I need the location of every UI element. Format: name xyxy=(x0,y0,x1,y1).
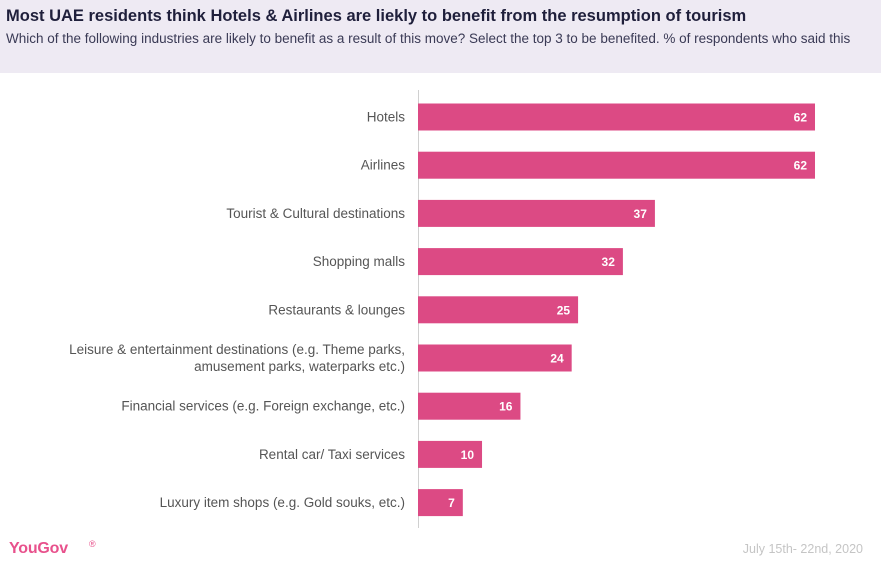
category-label: Hotels xyxy=(367,110,406,125)
bar xyxy=(418,199,655,227)
category-label: Financial services (e.g. Foreign exchang… xyxy=(121,399,405,414)
date-range: July 15th- 22nd, 2020 xyxy=(742,542,863,556)
chart-title: Most UAE residents think Hotels & Airlin… xyxy=(6,7,747,25)
data-label: 62 xyxy=(794,111,808,125)
bar xyxy=(418,392,521,420)
category-label: Tourist & Cultural destinations xyxy=(226,206,405,221)
data-label: 25 xyxy=(557,303,571,317)
category-label-line: Shopping malls xyxy=(313,254,406,269)
data-label: 62 xyxy=(794,159,808,173)
category-label-line: Hotels xyxy=(367,110,406,125)
data-label: 7 xyxy=(448,496,455,510)
category-label-line: Luxury item shops (e.g. Gold souks, etc.… xyxy=(160,495,405,510)
category-label-line: Rental car/ Taxi services xyxy=(259,447,405,462)
bar-chart: 62 Hotels 62 Airlines 37 Tourist & Cultural d… xyxy=(69,90,815,528)
bar xyxy=(418,103,815,131)
category-label: Airlines xyxy=(361,158,406,173)
category-label-line: Financial services (e.g. Foreign exchang… xyxy=(121,399,405,414)
category-label-line: Tourist & Cultural destinations xyxy=(226,206,405,221)
category-label-line: Airlines xyxy=(361,158,406,173)
bars-group: 62 Hotels 62 Airlines 37 Tourist & Cultural d… xyxy=(69,103,815,517)
category-label: Leisure & entertainment destinations (e.… xyxy=(69,342,405,374)
bar xyxy=(418,248,623,276)
data-label: 37 xyxy=(634,207,648,221)
category-label-line: Restaurants & lounges xyxy=(268,302,405,317)
category-label: Luxury item shops (e.g. Gold souks, etc.… xyxy=(160,495,405,510)
registered-mark: ® xyxy=(89,539,96,549)
chart-subtitle: Which of the following industries are li… xyxy=(6,31,851,46)
data-label: 10 xyxy=(461,448,475,462)
category-label: Restaurants & lounges xyxy=(268,302,405,317)
data-label: 16 xyxy=(499,400,513,414)
data-label: 24 xyxy=(550,352,564,366)
category-label-line: amusement parks, waterparks etc.) xyxy=(194,359,405,374)
bar xyxy=(418,440,483,468)
bar xyxy=(418,344,572,372)
category-label-line: Leisure & entertainment destinations (e.… xyxy=(69,342,405,357)
category-label: Shopping malls xyxy=(313,254,406,269)
category-label: Rental car/ Taxi services xyxy=(259,447,405,462)
header: Most UAE residents think Hotels & Airlin… xyxy=(0,0,881,73)
bar xyxy=(418,296,579,324)
data-label: 32 xyxy=(602,255,616,269)
bar xyxy=(418,489,463,517)
bar xyxy=(418,151,815,179)
yougov-logo: YouGov xyxy=(9,540,68,557)
